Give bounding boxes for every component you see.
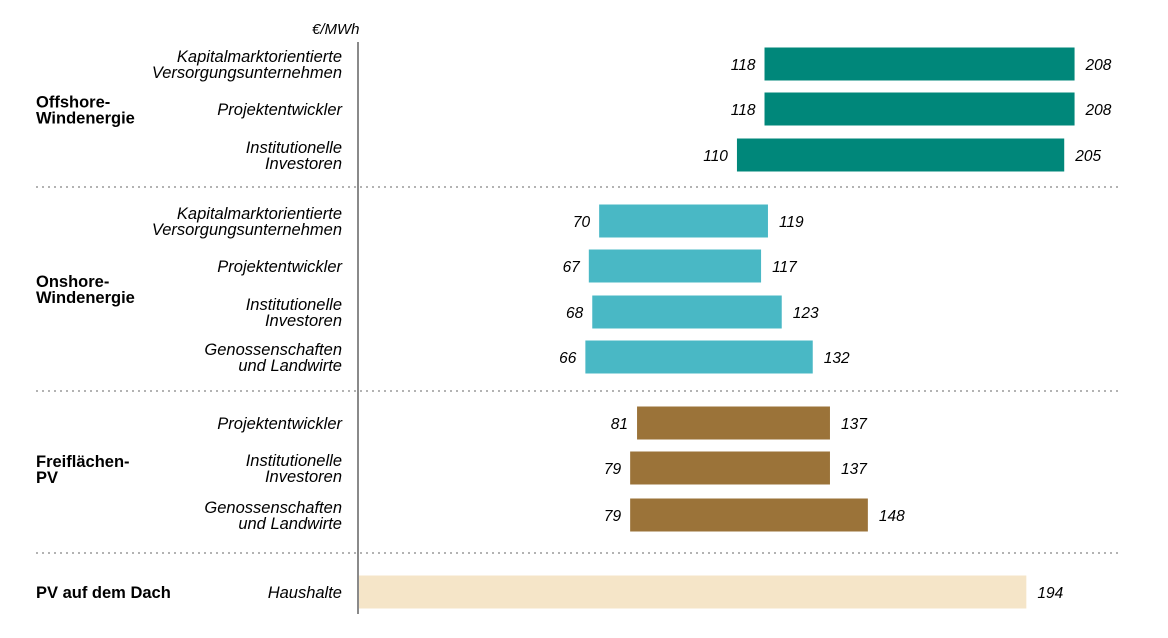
row-label: Versorgungsunternehmen	[152, 221, 342, 239]
low-value-label: 66	[559, 350, 577, 367]
range-bar	[630, 498, 868, 532]
high-value-label: 194	[1037, 585, 1063, 602]
low-value-label: 81	[611, 416, 628, 433]
high-value-label: 148	[879, 508, 905, 525]
group-label: PV auf dem Dach	[36, 584, 171, 602]
row-label: Versorgungsunternehmen	[152, 64, 342, 82]
row-label: Investoren	[265, 312, 342, 330]
row-label: Projektentwickler	[217, 258, 343, 276]
row-label: und Landwirte	[238, 357, 342, 375]
high-value-label: 205	[1074, 148, 1101, 165]
group-label: Windenergie	[36, 289, 135, 307]
low-value-label: 67	[563, 259, 582, 276]
row-label: Investoren	[265, 468, 342, 486]
row-label: Institutionelle	[246, 452, 342, 470]
range-bar	[764, 47, 1075, 81]
range-bar	[358, 575, 1027, 609]
high-value-label: 137	[841, 416, 868, 433]
low-value-label: 79	[604, 508, 622, 525]
row-label: Institutionelle	[246, 296, 342, 314]
high-value-label: 132	[824, 350, 850, 367]
row-label: und Landwirte	[238, 515, 342, 533]
low-value-label: 118	[731, 102, 756, 119]
low-value-label: 118	[731, 57, 756, 74]
group-label: Onshore-	[36, 273, 109, 291]
unit-label: €/MWh	[312, 21, 360, 38]
row-label: Projektentwickler	[217, 415, 343, 433]
row-label: Projektentwickler	[217, 101, 343, 119]
low-value-label: 68	[566, 305, 584, 322]
row-label: Kapitalmarktorientierte	[177, 48, 342, 66]
row-label: Genossenschaften	[204, 499, 342, 517]
range-bar	[764, 92, 1075, 126]
row-label: Investoren	[265, 155, 342, 173]
row-label: Institutionelle	[246, 139, 342, 157]
range-bar	[630, 451, 830, 485]
range-bar	[637, 406, 830, 440]
group-label: Windenergie	[36, 110, 135, 128]
range-bar	[588, 249, 762, 283]
row-label: Kapitalmarktorientierte	[177, 205, 342, 223]
high-value-label: 137	[841, 461, 868, 478]
range-bar	[599, 204, 768, 238]
row-label: Genossenschaften	[204, 341, 342, 359]
low-value-label: 110	[703, 148, 728, 165]
high-value-label: 208	[1085, 57, 1112, 74]
range-bar	[736, 138, 1065, 172]
low-value-label: 70	[573, 214, 591, 231]
high-value-label: 123	[793, 305, 819, 322]
high-value-label: 119	[779, 214, 804, 231]
low-value-label: 79	[604, 461, 622, 478]
group-label: Freiflächen-	[36, 453, 130, 471]
group-label: PV	[36, 469, 58, 487]
range-bar	[592, 295, 782, 329]
group-label: Offshore-	[36, 94, 110, 112]
high-value-label: 208	[1085, 102, 1112, 119]
high-value-label: 117	[772, 259, 798, 276]
row-label: Haushalte	[268, 584, 342, 602]
range-bar	[585, 340, 813, 374]
